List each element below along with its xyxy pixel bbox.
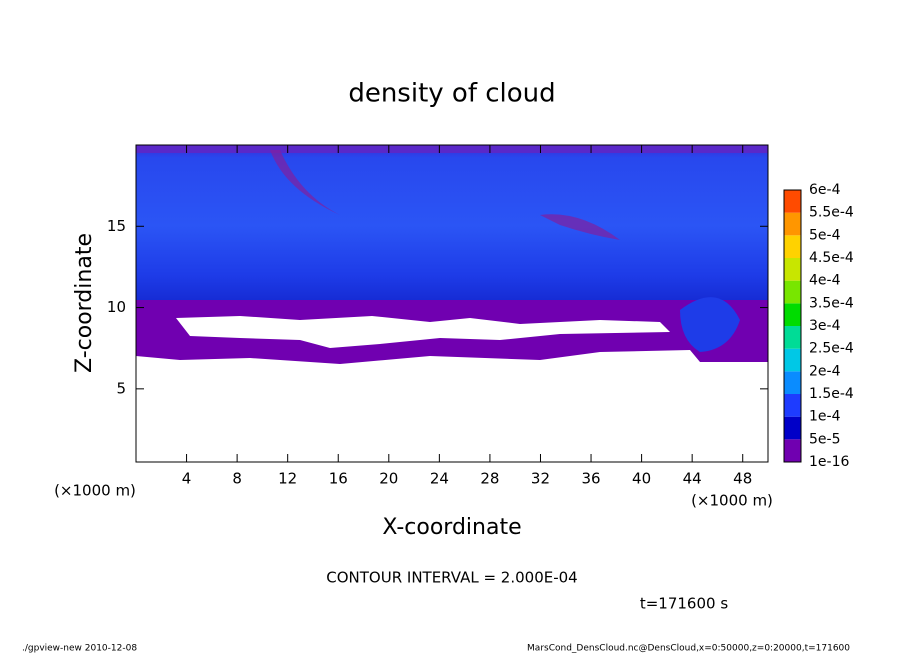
- colorbar-label: 2.5e-4: [809, 341, 854, 357]
- x-tick-label: 40: [632, 470, 651, 488]
- y-axis-label: Z-coordinate: [72, 233, 97, 373]
- x-tick-label: 4: [182, 470, 192, 488]
- colorbar-label: 3e-4: [809, 318, 841, 334]
- contour-interval: CONTOUR INTERVAL = 2.000E-04: [326, 569, 577, 587]
- colorbar-band: [784, 212, 801, 236]
- colorbar-band: [784, 235, 801, 258]
- time-label: t=171600 s: [640, 595, 728, 613]
- x-tick-label: 8: [232, 470, 242, 488]
- y-tick-label: 15: [107, 217, 126, 235]
- colorbar-label: 2e-4: [809, 363, 841, 379]
- colorbar-band: [784, 439, 801, 462]
- x-unit: (×1000 m): [54, 482, 136, 500]
- colorbar-label: 1.5e-4: [809, 386, 854, 402]
- colorbar-label: 4.5e-4: [809, 250, 854, 266]
- x-tick-label: 24: [430, 470, 449, 488]
- field-region: [680, 297, 740, 352]
- plot-frame: [135, 144, 769, 463]
- colorbar-band: [784, 258, 801, 281]
- field-region: [136, 145, 768, 153]
- footer-right: MarsCond_DensCloud.nc@DensCloud,x=0:5000…: [527, 644, 850, 654]
- y-unit: (×1000 m): [691, 492, 773, 510]
- colorbar-label: 5.5e-4: [809, 205, 854, 221]
- colorbar-band: [784, 303, 801, 326]
- x-tick-label: 16: [329, 470, 348, 488]
- colorbar-band: [784, 190, 801, 213]
- colorbar-band: [784, 348, 801, 372]
- colorbar-band: [784, 416, 801, 440]
- y-tick-label: 5: [116, 379, 126, 397]
- colorbar-band: [784, 326, 801, 349]
- colorbar-label: 6e-4: [809, 182, 841, 198]
- colorbar-label: 4e-4: [809, 273, 841, 289]
- colorbar-band: [784, 394, 801, 417]
- colorbar-label: 1e-4: [809, 409, 841, 425]
- x-tick-label: 32: [531, 470, 550, 488]
- colorbar-frame: [783, 189, 802, 463]
- colorbar-label: 1e-16: [809, 454, 849, 470]
- field: [136, 145, 768, 364]
- field-region: [176, 316, 670, 348]
- x-tick-label: 36: [581, 470, 600, 488]
- x-tick-label: 44: [683, 470, 702, 488]
- x-tick-label: 12: [278, 470, 297, 488]
- x-tick-label: 20: [379, 470, 398, 488]
- colorbar-band: [784, 280, 801, 304]
- y-tick-label: 10: [107, 298, 126, 316]
- x-axis-label: X-coordinate: [382, 515, 521, 540]
- field-region: [136, 145, 768, 307]
- chart-title: density of cloud: [348, 79, 555, 109]
- colorbar-band: [784, 371, 801, 394]
- x-tick-label: 28: [480, 470, 499, 488]
- field-region: [270, 150, 620, 240]
- colorbar-label: 5e-5: [809, 431, 840, 447]
- colorbar-label: 5e-4: [809, 227, 841, 243]
- x-tick-label: 48: [733, 470, 752, 488]
- colorbar-label: 3.5e-4: [809, 295, 854, 311]
- footer-left: ./gpview-new 2010-12-08: [22, 644, 137, 654]
